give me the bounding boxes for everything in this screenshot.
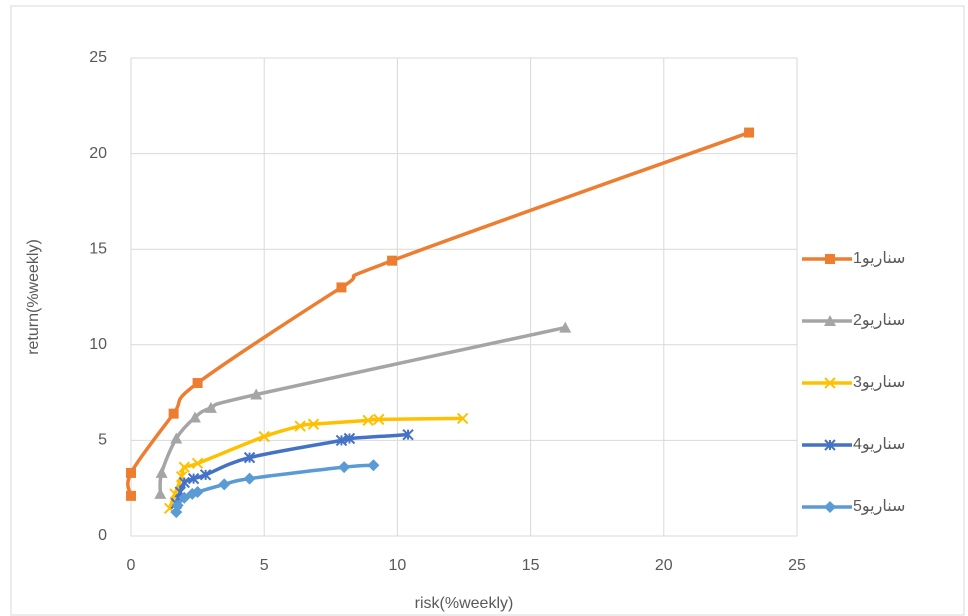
x-tick-label: 25 (788, 557, 806, 574)
legend-label: سناریو2 (853, 312, 905, 330)
legend-label: سناریو1 (853, 250, 905, 268)
marker (126, 491, 136, 501)
legend-label: سناریو3 (853, 374, 905, 392)
marker (126, 468, 136, 478)
chart-frame (11, 6, 964, 615)
x-tick-label: 20 (655, 557, 673, 574)
x-tick-label: 15 (522, 557, 540, 574)
legend-label: سناریو4 (853, 436, 905, 454)
y-tick-label: 0 (98, 527, 107, 544)
x-tick-label: 0 (127, 557, 136, 574)
y-tick-label: 20 (89, 145, 107, 162)
x-axis-label: risk(%weekly) (415, 595, 514, 612)
y-tick-label: 10 (89, 336, 107, 353)
marker (744, 128, 754, 138)
marker (387, 256, 397, 266)
y-tick-label: 25 (89, 49, 107, 66)
y-tick-label: 15 (89, 240, 107, 257)
x-tick-label: 10 (389, 557, 407, 574)
y-tick-label: 5 (98, 432, 107, 449)
marker (169, 409, 179, 419)
chart: risk(%weekly) return(%weekly) 0 5 10 15 20 25… (0, 0, 968, 616)
legend-label: سناریو5 (853, 498, 905, 516)
marker (193, 378, 203, 388)
y-axis-label: return(%weekly) (25, 239, 42, 355)
legend-marker (825, 254, 835, 264)
marker (336, 282, 346, 292)
x-tick-label: 5 (260, 557, 269, 574)
